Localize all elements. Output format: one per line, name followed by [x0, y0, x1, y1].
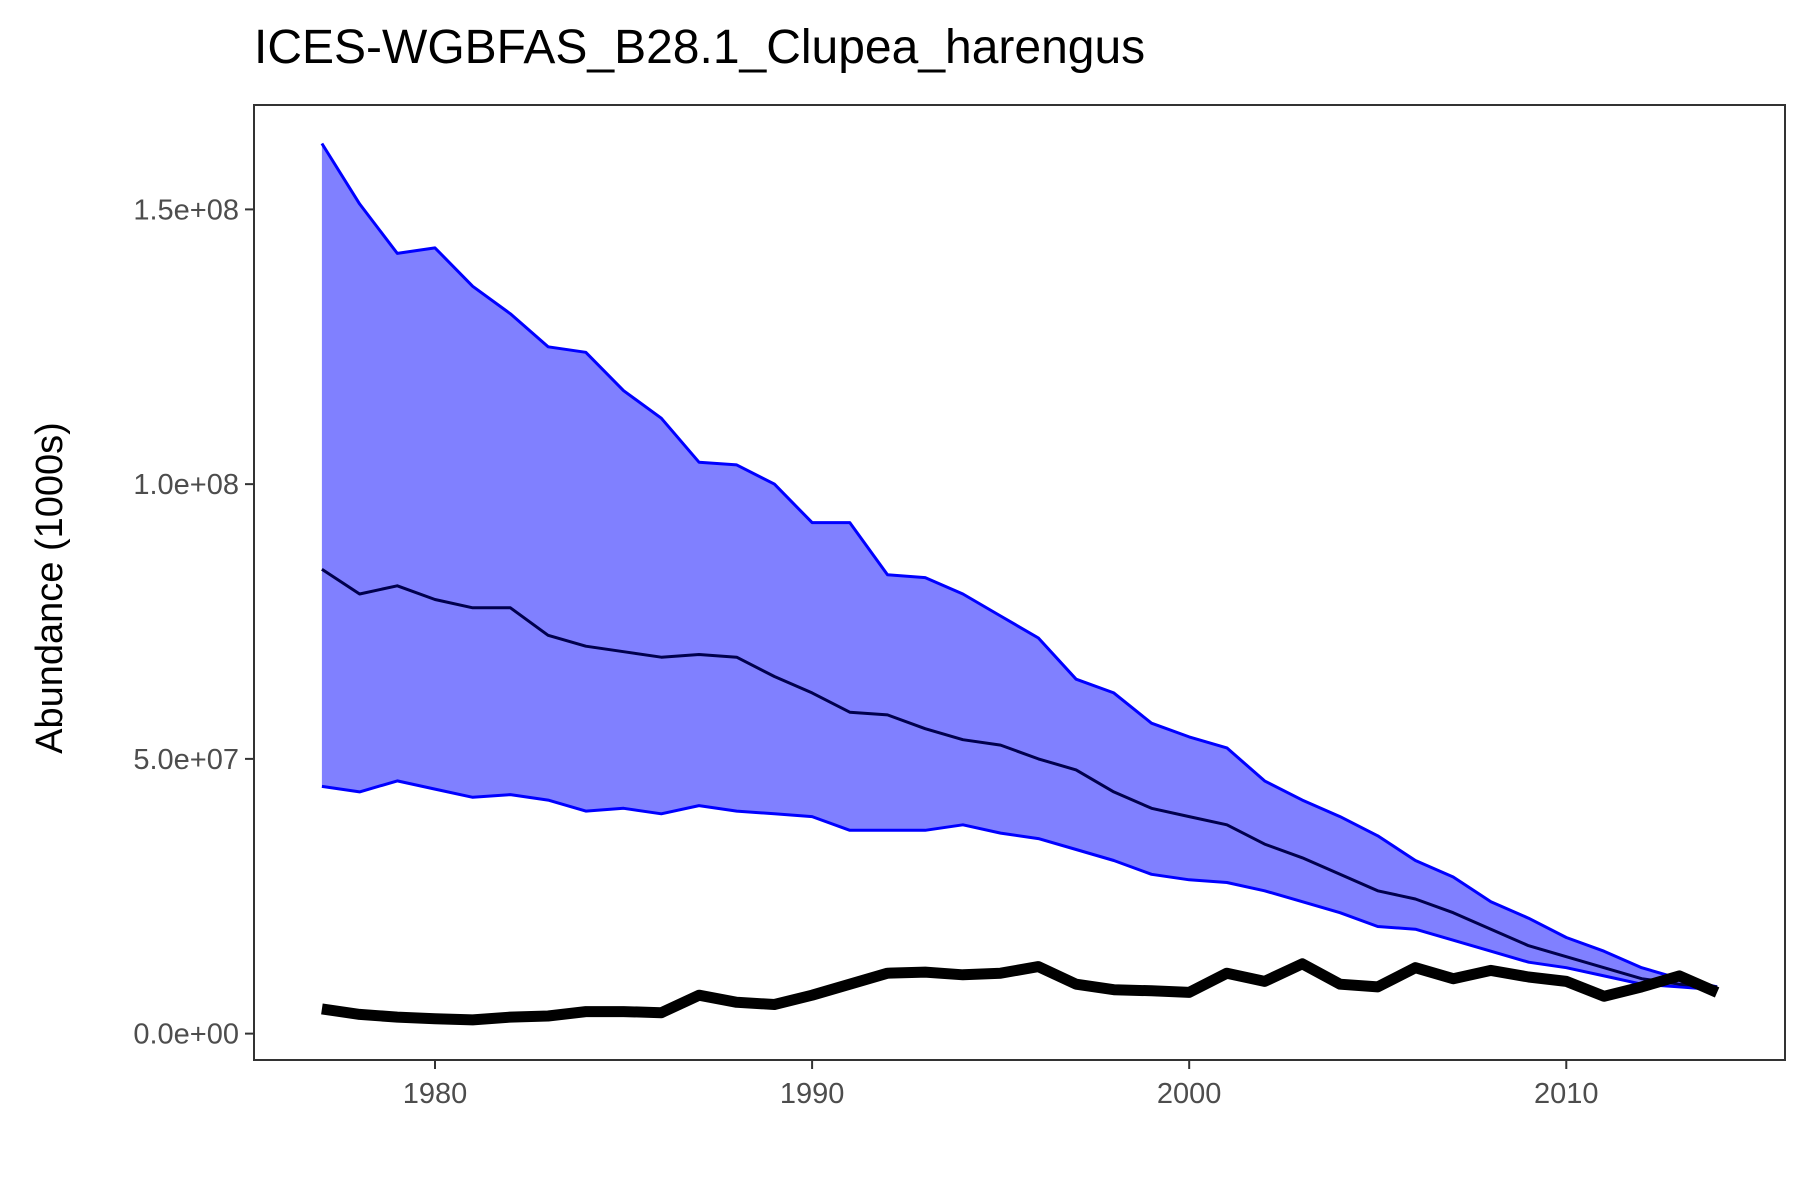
x-axis: 1980 1990 2000 2010 [403, 1060, 1599, 1110]
plot-panel [253, 104, 1786, 1061]
y-tick-label: 1.0e+08 [133, 469, 239, 501]
median-line [321, 568, 1718, 989]
x-tick-label: 1990 [780, 1078, 845, 1110]
x-tick-label: 1980 [403, 1078, 468, 1110]
x-tick-label: 2000 [1157, 1078, 1222, 1110]
x-tick-label: 2010 [1534, 1078, 1599, 1110]
upper-bound-line [320, 142, 1718, 989]
confidence-band [321, 143, 1718, 990]
y-tick-label: 5.0e+07 [133, 744, 239, 776]
plot-border [253, 104, 1786, 1061]
lower-bound-line [321, 779, 1718, 992]
y-tick-label: 1.5e+08 [133, 194, 239, 226]
y-tick-label: 0.0e+00 [133, 1019, 239, 1051]
chart-title: ICES-WGBFAS_B28.1_Clupea_harengus [254, 21, 1145, 74]
y-axis: 0.0e+00 5.0e+07 1.0e+08 1.5e+08 [133, 194, 254, 1051]
observed-line [321, 958, 1720, 1026]
y-axis-title: Abundance (1000s) [29, 422, 71, 754]
